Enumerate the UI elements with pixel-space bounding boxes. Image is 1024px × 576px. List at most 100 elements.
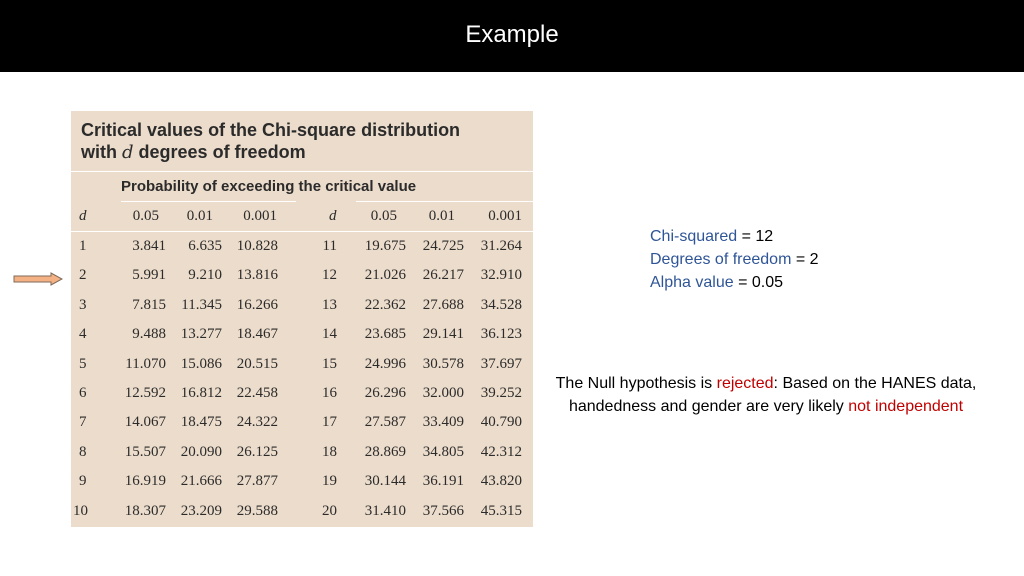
value-cell: 7.815 <box>132 296 166 313</box>
table-title-line1: Critical values of the Chi-square distri… <box>81 120 461 140</box>
table-row: 5 11.070 15.086 20.515 15 24.996 30.578 … <box>71 350 533 379</box>
value-cell: 27.587 <box>364 414 406 431</box>
value-cell: 27.877 <box>236 473 278 490</box>
value-cell: 3.841 <box>132 238 166 254</box>
value-cell: 18.467 <box>236 326 278 343</box>
alpha-value: = 0.05 <box>733 274 783 291</box>
slide-title: Example <box>465 21 559 48</box>
value-cell: 36.191 <box>422 473 464 490</box>
value-cell: 30.144 <box>364 473 406 490</box>
value-cell: 22.362 <box>364 296 406 313</box>
chi-square-table: Critical values of the Chi-square distri… <box>71 111 533 527</box>
value-cell: 19.675 <box>364 238 406 254</box>
value-cell: 30.578 <box>422 355 464 372</box>
col-header: 0.01 <box>186 208 213 224</box>
not-independent-highlight: not independent <box>848 398 964 415</box>
df-cell: 14 <box>322 326 337 343</box>
alpha-label: Alpha value <box>650 274 734 291</box>
value-cell: 21.026 <box>364 267 406 284</box>
degrees-of-freedom-line: Degrees of freedom = 2 <box>650 248 819 271</box>
df-cell: 7 <box>79 414 87 431</box>
table-title-line2: with d degrees of freedom <box>81 142 306 163</box>
value-cell: 22.458 <box>236 384 278 401</box>
value-cell: 28.869 <box>364 443 406 460</box>
probability-header: Probability of exceeding the critical va… <box>121 178 417 195</box>
value-cell: 10.828 <box>236 238 278 254</box>
value-cell: 6.635 <box>188 238 222 254</box>
degrees-of-freedom-label: Degrees of freedom <box>650 251 792 268</box>
table-row: 8 15.507 20.090 26.125 18 28.869 34.805 … <box>71 438 533 467</box>
col-header: 0.001 <box>488 208 522 224</box>
df-cell: 15 <box>322 355 337 372</box>
value-cell: 34.805 <box>422 443 464 460</box>
df-cell: 1 <box>79 238 87 254</box>
col-header: 0.05 <box>132 208 159 224</box>
value-cell: 42.312 <box>480 443 522 460</box>
value-cell: 20.090 <box>180 443 222 460</box>
table-row: 9 16.919 21.666 27.877 19 30.144 36.191 … <box>71 467 533 496</box>
chi-squared-line: Chi-squared = 12 <box>650 225 819 248</box>
df-cell: 18 <box>322 443 337 460</box>
table-row: 10 18.307 23.209 29.588 20 31.410 37.566… <box>71 497 533 526</box>
col-header: 0.05 <box>370 208 397 224</box>
value-cell: 29.141 <box>422 326 464 343</box>
value-cell: 31.264 <box>480 238 522 254</box>
value-cell: 33.409 <box>422 414 464 431</box>
value-cell: 26.217 <box>422 267 464 284</box>
value-cell: 15.086 <box>180 355 222 372</box>
value-cell: 16.266 <box>236 296 278 313</box>
value-cell: 24.322 <box>236 414 278 431</box>
table-row: 1 3.841 6.635 10.828 11 19.675 24.725 31… <box>71 232 533 261</box>
degrees-of-freedom-value: = 2 <box>791 251 819 268</box>
value-cell: 37.697 <box>480 355 522 372</box>
value-cell: 18.475 <box>180 414 222 431</box>
df-cell: 13 <box>322 296 337 313</box>
df-cell: 9 <box>79 473 87 490</box>
value-cell: 11.345 <box>181 296 222 313</box>
value-cell: 13.816 <box>236 267 278 284</box>
value-cell: 29.588 <box>236 502 278 519</box>
value-cell: 15.507 <box>124 443 166 460</box>
value-cell: 32.910 <box>480 267 522 284</box>
df-cell: 19 <box>322 473 337 490</box>
value-cell: 26.296 <box>364 384 406 401</box>
table-row: 6 12.592 16.812 22.458 16 26.296 32.000 … <box>71 379 533 408</box>
df-cell: 20 <box>322 502 337 519</box>
value-cell: 20.515 <box>236 355 278 372</box>
test-parameters: Chi-squared = 12 Degrees of freedom = 2 … <box>650 225 819 294</box>
df-cell: 16 <box>322 384 337 401</box>
conclusion-text: The Null hypothesis is rejected: Based o… <box>555 375 977 415</box>
value-cell: 13.277 <box>180 326 222 343</box>
value-cell: 16.812 <box>180 384 222 401</box>
df-cell: 4 <box>79 326 87 343</box>
col-header-d: d <box>79 208 87 224</box>
df-cell: 11 <box>322 238 337 254</box>
value-cell: 23.685 <box>364 326 406 343</box>
column-header-row: d 0.05 0.01 0.001 d 0.05 0.01 0.001 <box>71 207 533 229</box>
value-cell: 40.790 <box>480 414 522 431</box>
df-cell: 8 <box>79 443 87 460</box>
value-cell: 14.067 <box>124 414 166 431</box>
value-cell: 18.307 <box>124 502 166 519</box>
value-cell: 43.820 <box>480 473 522 490</box>
rejected-highlight: rejected <box>716 375 774 392</box>
table-row: 3 7.815 11.345 16.266 13 22.362 27.688 3… <box>71 291 533 320</box>
value-cell: 9.210 <box>188 267 222 284</box>
value-cell: 24.996 <box>364 355 406 372</box>
alpha-line: Alpha value = 0.05 <box>650 271 819 294</box>
table-divider <box>356 201 533 202</box>
table-body: 1 3.841 6.635 10.828 11 19.675 24.725 31… <box>71 232 533 526</box>
value-cell: 11.070 <box>125 355 166 372</box>
slide-title-bar: Example <box>0 0 1024 72</box>
table-divider <box>71 171 533 172</box>
value-cell: 31.410 <box>364 502 406 519</box>
df-cell: 5 <box>79 355 87 372</box>
chi-squared-value: = 12 <box>737 228 774 245</box>
value-cell: 5.991 <box>132 267 166 284</box>
value-cell: 36.123 <box>480 326 522 343</box>
value-cell: 45.315 <box>480 502 522 519</box>
value-cell: 26.125 <box>236 443 278 460</box>
value-cell: 24.725 <box>422 238 464 254</box>
value-cell: 9.488 <box>132 326 166 343</box>
value-cell: 34.528 <box>480 296 522 313</box>
